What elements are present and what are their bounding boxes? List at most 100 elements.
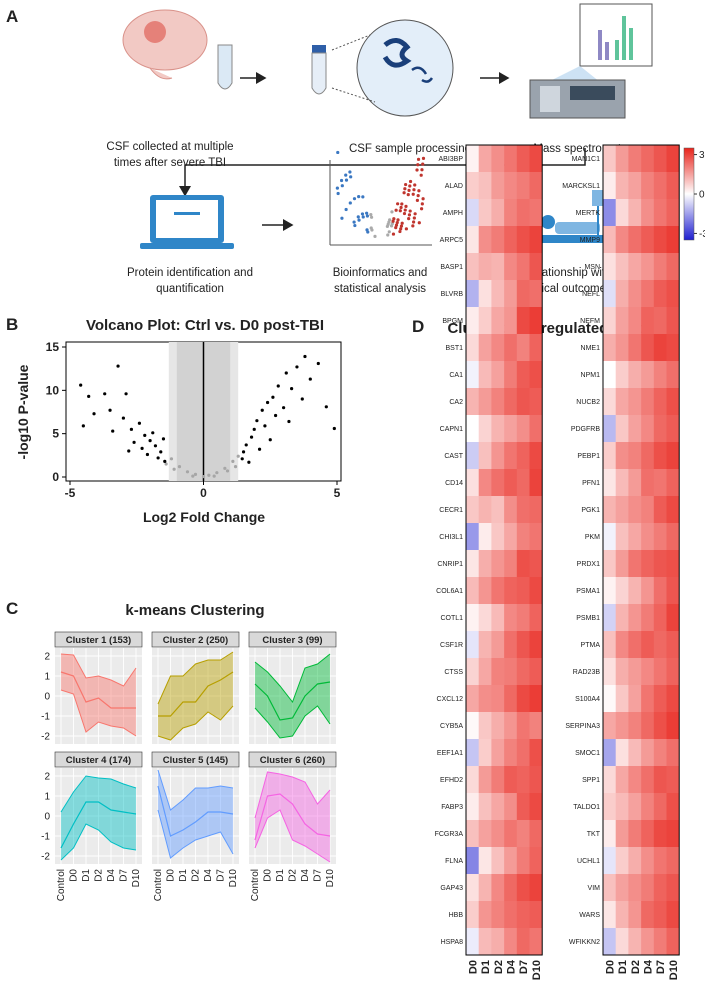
row-label: SMOC1 — [575, 750, 600, 757]
heat-cell — [628, 766, 642, 794]
heat-cell — [478, 631, 492, 659]
decor-dot — [417, 221, 421, 225]
row-label: TKT — [587, 831, 601, 838]
heat-cell — [504, 604, 518, 632]
row-label: CA1 — [449, 372, 463, 379]
heat-cell — [603, 874, 616, 902]
x-tick-label: D7 — [313, 869, 324, 882]
heat-cell — [478, 253, 492, 281]
decor-dot — [413, 212, 417, 216]
heat-cell — [603, 496, 616, 524]
heat-cell — [466, 712, 479, 740]
heat-cell — [615, 388, 629, 416]
data-point — [145, 452, 150, 457]
step-caption: CSF collected at multiple — [106, 141, 233, 153]
row-label: S100A4 — [575, 696, 600, 703]
heat-cell — [666, 442, 680, 470]
heat-cell — [653, 766, 667, 794]
step-caption: Protein identification and — [127, 267, 253, 279]
heat-cell — [504, 739, 518, 767]
decor-dot — [419, 173, 423, 177]
heat-cell — [491, 820, 505, 848]
heat-cell — [504, 901, 518, 929]
heat-cell — [615, 766, 629, 794]
data-point — [268, 438, 272, 442]
row-label: MMP9 — [580, 237, 600, 244]
facet-strip — [54, 631, 143, 648]
row-label: CD14 — [445, 480, 463, 487]
heat-cell — [641, 496, 655, 524]
row-label: BASP1 — [440, 264, 463, 271]
heat-cell — [491, 874, 505, 902]
row-label: FABP3 — [441, 804, 463, 811]
x-tick-label: D10 — [325, 869, 336, 888]
decor-dot — [361, 195, 365, 199]
heat-cell — [603, 226, 616, 254]
heat-cell — [491, 253, 505, 281]
heat-cell — [603, 307, 616, 335]
heat-cell — [615, 334, 629, 362]
heat-cell — [529, 469, 543, 497]
heat-cell — [466, 577, 479, 605]
decor-dot — [370, 228, 374, 232]
x-tick-label: D1 — [81, 869, 92, 882]
heat-cell — [641, 928, 655, 956]
heat-cell — [529, 199, 543, 227]
y-tick-label: 15 — [46, 340, 60, 354]
heat-cell — [641, 469, 655, 497]
data-point — [137, 421, 142, 425]
row-label: ABI3BP — [438, 156, 463, 163]
x-tick-label: 5 — [334, 486, 341, 500]
x-tick-label: 0 — [200, 486, 207, 500]
heat-cell — [653, 199, 667, 227]
heat-cell — [615, 145, 629, 173]
decor-dot — [400, 221, 404, 225]
heat-cell — [641, 361, 655, 389]
decor-dot — [387, 230, 391, 234]
heat-cell — [653, 307, 667, 335]
decor-dot — [412, 216, 416, 220]
decor-dot — [407, 213, 412, 217]
heat-cell — [666, 361, 680, 389]
heat-cell — [466, 847, 479, 875]
column-label: D4 — [505, 959, 517, 974]
y-tick-label: 5 — [52, 427, 59, 441]
facet-strip — [151, 631, 240, 648]
heat-cell — [615, 442, 629, 470]
heat-cell — [628, 415, 642, 443]
heat-cell — [529, 901, 543, 929]
heat-cell — [666, 739, 680, 767]
heat-cell — [529, 523, 543, 551]
heat-cell — [653, 442, 667, 470]
heat-cell — [615, 361, 629, 389]
data-point — [148, 439, 152, 443]
heat-cell — [529, 442, 543, 470]
decor-dot — [360, 212, 365, 216]
decor-dot — [416, 163, 420, 167]
y-tick-label: -1 — [41, 832, 50, 843]
heat-cell — [628, 199, 642, 227]
row-label: PDGFRB — [571, 426, 601, 433]
y-tick-label: -2 — [41, 732, 50, 743]
heat-cell — [653, 361, 667, 389]
row-label: MARCKSL1 — [562, 183, 600, 190]
colorbar — [683, 147, 695, 241]
colorbar-label: -3 — [699, 229, 705, 240]
decor-dot — [399, 205, 403, 210]
decor-dot — [369, 213, 373, 217]
y-tick-label: 0 — [44, 692, 50, 703]
decor-dot — [406, 192, 410, 197]
heat-cell — [529, 226, 543, 254]
row-label: CHI3L1 — [439, 534, 463, 541]
column-label: D1 — [617, 960, 629, 974]
heat-cell — [628, 550, 642, 578]
heat-cell — [653, 469, 667, 497]
data-point — [164, 462, 168, 466]
mean-line — [158, 671, 234, 717]
heat-cell — [615, 172, 629, 200]
heat-cell — [478, 820, 492, 848]
data-point — [244, 443, 248, 447]
data-point — [223, 466, 227, 470]
heat-cell — [615, 658, 629, 686]
step-caption: clinical outcomes — [524, 283, 612, 295]
